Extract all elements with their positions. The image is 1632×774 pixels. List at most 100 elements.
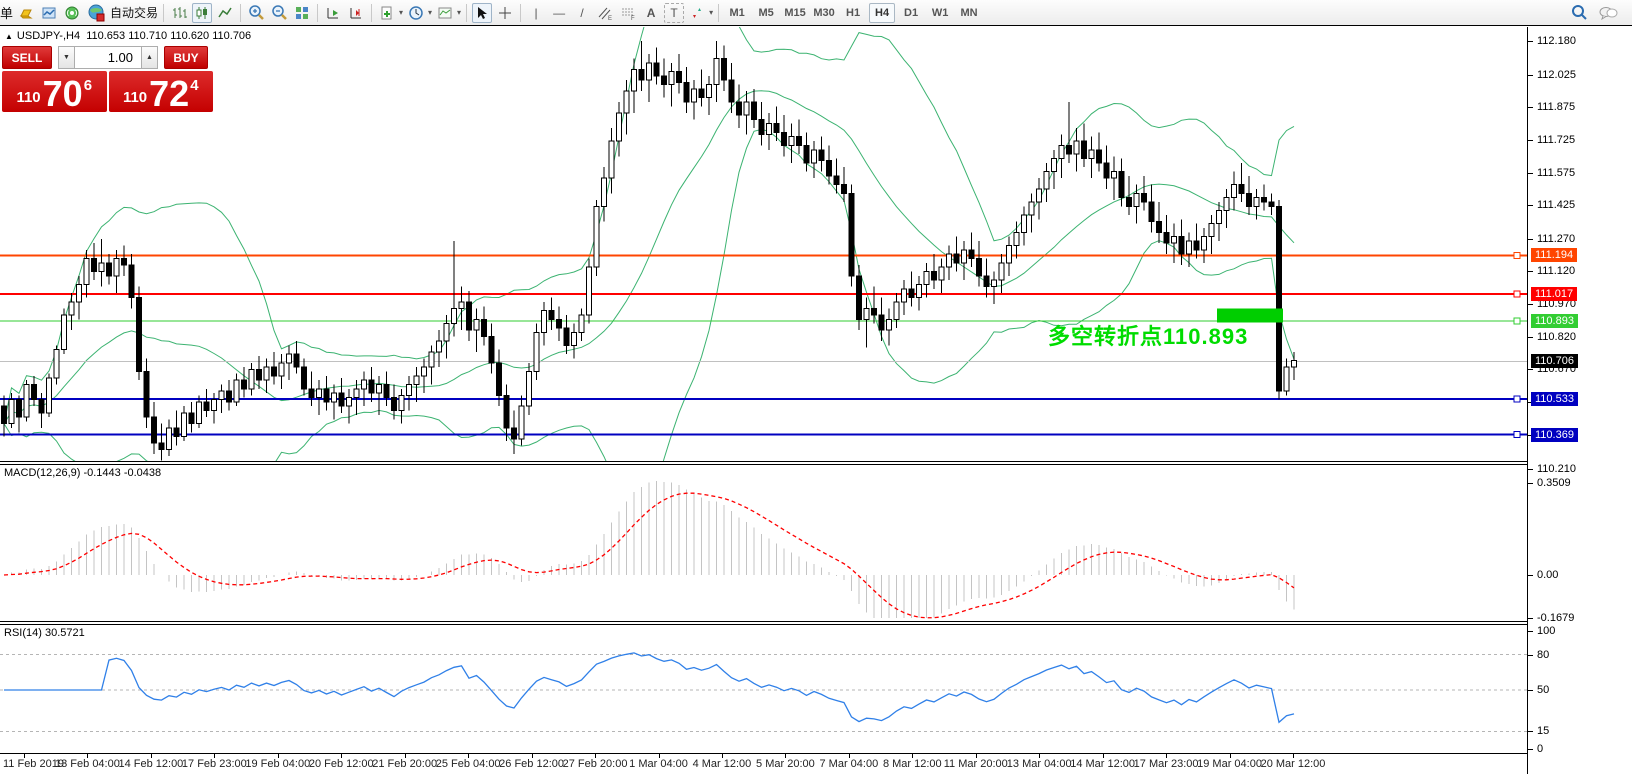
bull-candle: [571, 331, 577, 346]
gold-icon[interactable]: [16, 3, 36, 23]
autoscroll-button[interactable]: [323, 3, 343, 23]
bull-candle: [211, 399, 217, 412]
bull-candle: [421, 366, 427, 377]
buy-button[interactable]: BUY: [164, 46, 208, 69]
pivot-annotation-text[interactable]: 多空转折点110.893: [1048, 324, 1249, 349]
buy-price-display[interactable]: 110 72 4: [108, 71, 213, 112]
sell-price-display[interactable]: 110 70 6: [2, 71, 107, 112]
line-anchor-square[interactable]: [1513, 431, 1521, 439]
search-icon[interactable]: [1571, 4, 1588, 21]
pivot-highlight-rect[interactable]: [1217, 308, 1283, 323]
rsi-canvas[interactable]: [0, 625, 1527, 753]
bull-candle: [691, 88, 697, 103]
chat-icon[interactable]: [1598, 5, 1618, 21]
bull-candle: [886, 318, 892, 331]
macd-canvas[interactable]: [0, 465, 1527, 621]
rsi-label: RSI(14) 30.5721: [4, 627, 85, 639]
bar-chart-type-button[interactable]: [169, 3, 189, 23]
bull-candle: [68, 301, 75, 316]
bear-candle: [143, 370, 150, 418]
timeframe-h1[interactable]: H1: [846, 6, 861, 19]
time-tick-label: 21 Feb 20:00: [372, 758, 438, 770]
macd-pane[interactable]: MACD(12,26,9) -0.1443 -0.0438: [0, 465, 1527, 621]
candlestick-chart-type-button[interactable]: [192, 2, 213, 23]
bull-candle: [61, 314, 67, 351]
zoom-in-button[interactable]: [246, 3, 266, 23]
crosshair-tool-button[interactable]: [495, 3, 515, 23]
templates-button[interactable]: [435, 3, 455, 23]
arrows-dropdown[interactable]: ▾: [709, 8, 714, 17]
line-anchor-square[interactable]: [1513, 290, 1521, 298]
timeframe-w1[interactable]: W1: [931, 6, 949, 19]
bear-candle: [481, 318, 487, 338]
zoom-out-button[interactable]: [269, 3, 289, 23]
time-tick-mark: [658, 754, 660, 758]
label-tool[interactable]: T: [664, 2, 685, 23]
new-order-button[interactable]: 单: [0, 6, 13, 21]
pane-divider[interactable]: [0, 461, 1527, 465]
bear-candle: [736, 101, 742, 116]
text-tool[interactable]: A: [646, 5, 656, 20]
horizontal-line-tool[interactable]: —: [553, 5, 566, 20]
svg-text:E: E: [608, 16, 612, 21]
buy-price-prefix: 110: [122, 89, 148, 106]
bull-candle: [113, 257, 120, 277]
cursor-tool-button[interactable]: [472, 2, 493, 23]
timeframe-m5[interactable]: M5: [758, 6, 774, 19]
main-chart-canvas[interactable]: [0, 27, 1527, 461]
bull-candle: [1058, 144, 1065, 159]
macd-label: MACD(12,26,9) -0.1443 -0.0438: [4, 467, 162, 479]
timeframe-m15[interactable]: M15: [784, 6, 806, 19]
bull-candle: [578, 314, 585, 333]
indicators-dropdown[interactable]: ▾: [399, 8, 404, 17]
rsi-pane[interactable]: RSI(14) 30.5721: [0, 625, 1527, 753]
time-tick-mark: [277, 754, 279, 758]
sell-button[interactable]: SELL: [2, 46, 52, 69]
chart-shift-button[interactable]: [346, 3, 366, 23]
timeframe-h4[interactable]: H4: [869, 2, 896, 23]
separator: [718, 3, 720, 22]
volume-decrease-button[interactable]: ▼: [58, 46, 75, 69]
time-axis[interactable]: 11 Feb 2019 13 Feb 04:00 14 Feb 12:00 17 Fe…: [0, 753, 1527, 774]
bull-candle: [98, 262, 105, 272]
autotrading-button[interactable]: 自动交易: [110, 6, 159, 20]
periods-dropdown[interactable]: ▾: [428, 8, 433, 17]
fibonacci-tool[interactable]: F: [618, 3, 638, 23]
collapse-icon[interactable]: ▲: [5, 32, 13, 41]
timeframe-m1[interactable]: M1: [729, 6, 745, 19]
pane-divider[interactable]: [0, 621, 1527, 625]
vertical-line-tool[interactable]: |: [534, 5, 538, 20]
chart-window-icon[interactable]: [39, 3, 59, 23]
time-tick-label: 20 Mar 12:00: [1260, 758, 1326, 770]
trendline-tool[interactable]: /: [580, 5, 584, 20]
volume-input[interactable]: [75, 46, 141, 69]
time-tick-label: 5 Mar 20:00: [756, 758, 815, 770]
templates-dropdown[interactable]: ▾: [457, 8, 462, 17]
volume-increase-button[interactable]: ▲: [141, 46, 158, 69]
main-chart-pane[interactable]: ▲ USDJPY-,H4 110.653 110.710 110.620 110.…: [0, 27, 1527, 461]
autotrading-globe-icon[interactable]: [85, 3, 107, 23]
axis-tick-mark: [1528, 434, 1533, 436]
time-tick-label: 26 Feb 12:00: [499, 758, 565, 770]
line-anchor-square[interactable]: [1513, 251, 1521, 259]
price-line-badge: 110.533: [1531, 392, 1578, 407]
bull-candle: [863, 307, 870, 320]
timeframe-d1[interactable]: D1: [904, 6, 919, 19]
bull-candle: [428, 351, 435, 368]
periods-button[interactable]: [406, 3, 426, 23]
indicators-button[interactable]: [377, 3, 397, 23]
timeframe-m30[interactable]: M30: [813, 6, 835, 19]
price-axis[interactable]: 112.180 112.025 111.875 111.725 111.575 111.4…: [1527, 27, 1632, 774]
bear-candle: [773, 123, 780, 133]
line-anchor-square[interactable]: [1513, 395, 1521, 403]
timeframe-mn[interactable]: MN: [960, 6, 978, 19]
bear-candle: [383, 384, 390, 399]
blue-chart-icon: [42, 7, 56, 18]
equidistant-channel-tool[interactable]: E: [595, 3, 615, 23]
bull-candle: [893, 301, 900, 320]
arrows-tool[interactable]: [687, 3, 707, 23]
tile-windows-button[interactable]: [292, 3, 312, 23]
line-chart-type-button[interactable]: [215, 3, 235, 23]
line-anchor-square[interactable]: [1513, 317, 1521, 325]
signal-icon[interactable]: [62, 3, 82, 23]
